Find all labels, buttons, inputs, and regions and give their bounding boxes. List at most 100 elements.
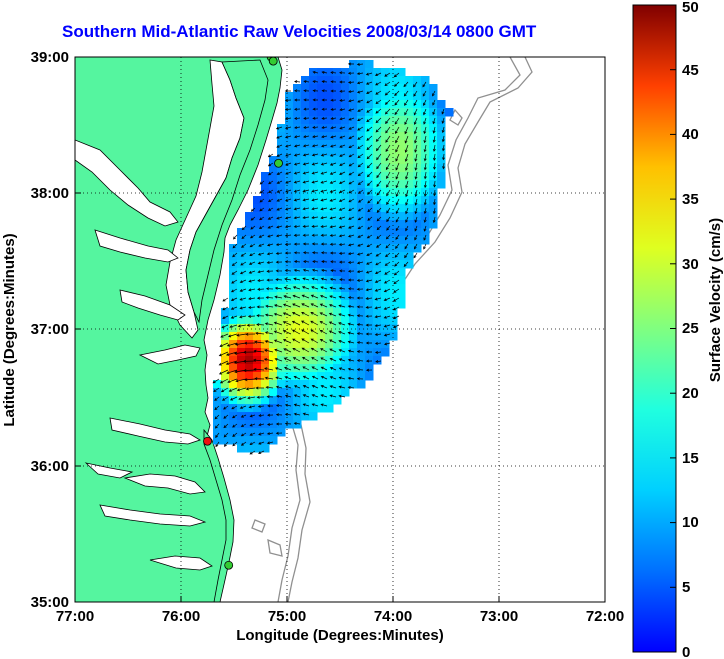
velocity-arrow [347, 287, 355, 291]
velocity-cell [389, 148, 398, 157]
velocity-cell [341, 140, 350, 149]
velocity-arrow [267, 153, 274, 158]
velocity-cell [261, 212, 270, 221]
velocity-cell [413, 140, 422, 149]
velocity-arrow [320, 403, 328, 407]
velocity-arrow [339, 89, 346, 93]
velocity-arrow [302, 207, 310, 211]
velocity-arrow [259, 216, 265, 221]
velocity-arrow [255, 386, 264, 390]
velocity-cell [365, 340, 374, 349]
velocity-cell [237, 444, 246, 453]
velocity-arrow [423, 117, 427, 125]
velocity-cell [357, 204, 366, 213]
velocity-cell [325, 156, 334, 165]
velocity-cell [301, 76, 310, 85]
velocity-cell [413, 148, 422, 157]
velocity-cell [309, 140, 318, 149]
velocity-arrow [248, 270, 256, 274]
velocity-cell [293, 332, 302, 341]
velocity-arrow [259, 189, 265, 194]
velocity-arrow [301, 286, 310, 290]
velocity-arrow [214, 405, 220, 411]
velocity-cell [229, 428, 238, 437]
velocity-cell [421, 76, 430, 85]
velocity-cell [309, 236, 318, 245]
velocity-arrow [293, 366, 301, 371]
velocity-cell [229, 372, 238, 381]
velocity-cell [237, 284, 246, 293]
velocity-arrow [231, 261, 238, 267]
velocity-cell [261, 444, 270, 453]
velocity-cell [293, 388, 302, 397]
velocity-arrow [267, 234, 274, 238]
velocity-cell [405, 260, 414, 269]
velocity-cell [245, 380, 254, 389]
velocity-arrow [249, 243, 256, 248]
velocity-arrow [357, 225, 364, 229]
velocity-arrow [285, 189, 292, 193]
velocity-arrow [265, 287, 274, 291]
velocity-arrow [213, 387, 220, 393]
velocity-arrow [312, 70, 319, 74]
velocity-cell [397, 212, 406, 221]
velocity-cell [285, 324, 294, 333]
velocity-cell [325, 140, 334, 149]
velocity-arrow [356, 270, 364, 274]
velocity-cell [341, 300, 350, 309]
velocity-arrow [293, 135, 301, 139]
velocity-cell [333, 148, 342, 157]
velocity-cell [389, 196, 398, 205]
velocity-arrow [321, 107, 328, 111]
velocity-cell [269, 164, 278, 173]
velocity-cell [333, 364, 342, 373]
velocity-cell [237, 332, 246, 341]
velocity-cell [221, 364, 230, 373]
velocity-cell [325, 100, 334, 109]
velocity-cell [269, 324, 278, 333]
velocity-cell [341, 316, 350, 325]
velocity-cell [293, 340, 302, 349]
velocity-cell [341, 364, 350, 373]
velocity-cell [397, 244, 406, 253]
velocity-cell [261, 324, 270, 333]
velocity-cell [301, 300, 310, 309]
velocity-cell [397, 228, 406, 237]
velocity-cell [381, 276, 390, 285]
colorbar-tick: 15 [682, 450, 699, 467]
velocity-arrow [310, 312, 319, 317]
velocity-arrow [250, 216, 256, 221]
velocity-cell [269, 348, 278, 357]
velocity-arrow [239, 315, 247, 319]
velocity-cell [373, 196, 382, 205]
delmarva-peninsula [185, 59, 269, 324]
velocity-cell [285, 140, 294, 149]
velocity-cell [373, 92, 382, 101]
velocity-arrow [357, 171, 364, 177]
velocity-cell [277, 380, 286, 389]
velocity-cell [349, 180, 358, 189]
velocity-cell [413, 196, 422, 205]
velocity-cell [245, 284, 254, 293]
velocity-cell [261, 388, 270, 397]
velocity-cell [285, 292, 294, 301]
velocity-cell [333, 124, 342, 133]
velocity-cell [237, 316, 246, 325]
velocity-cell [325, 268, 334, 277]
velocity-arrow [356, 296, 363, 300]
velocity-arrow [404, 252, 409, 259]
velocity-arrow [293, 268, 301, 272]
velocity-cell [333, 76, 342, 85]
velocity-cell [245, 292, 254, 301]
velocity-arrow [302, 375, 310, 380]
velocity-cell [293, 84, 302, 93]
velocity-cell [253, 364, 262, 373]
velocity-cell [341, 156, 350, 165]
velocity-arrow [321, 260, 328, 264]
velocity-arrow [233, 234, 238, 240]
velocity-cell [253, 228, 262, 237]
velocity-cell [317, 356, 326, 365]
velocity-cell [277, 220, 286, 229]
velocity-cell [373, 100, 382, 109]
velocity-cell [389, 300, 398, 309]
